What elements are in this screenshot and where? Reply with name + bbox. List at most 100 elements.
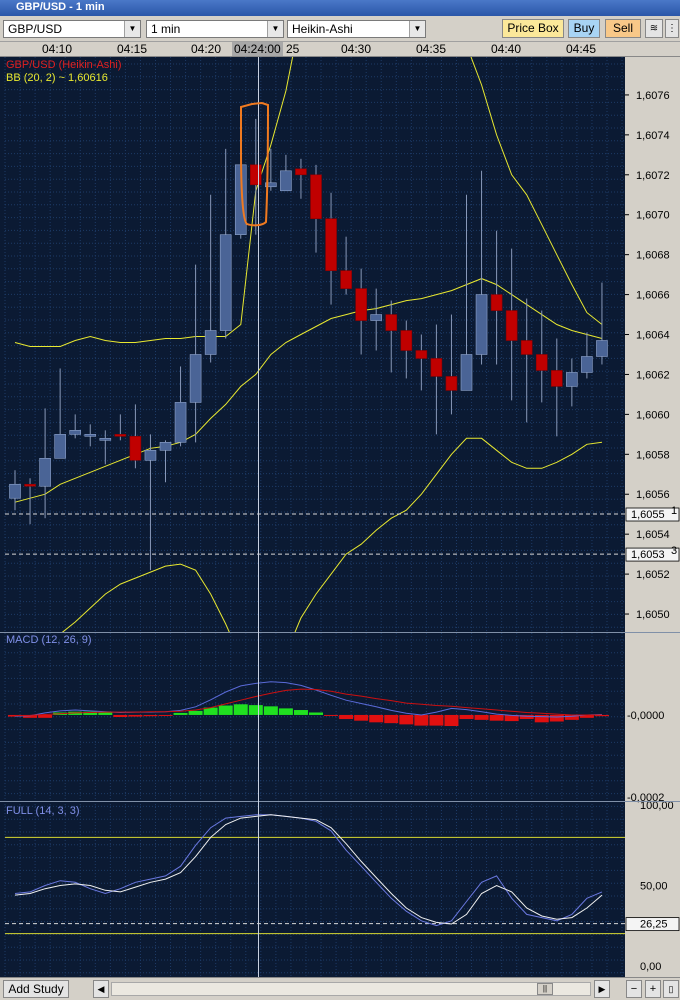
macd-histogram-bar — [113, 714, 128, 717]
grid — [4, 57, 625, 977]
macd-histogram-bar — [369, 714, 384, 723]
macd-histogram-bar — [128, 714, 143, 717]
time-label: 04:20 — [191, 42, 222, 56]
interval-select[interactable]: 1 min ▼ — [146, 20, 284, 38]
price-tick-label: 1,6072 — [636, 170, 670, 182]
bollinger-middle — [14, 278, 603, 503]
sell-button[interactable]: Sell — [605, 19, 641, 38]
macd-histogram-bar — [143, 714, 158, 717]
more-options-icon[interactable]: ⋮ — [665, 19, 679, 38]
macd-histogram-bar — [83, 711, 98, 715]
add-study-button[interactable]: Add Study — [3, 980, 69, 998]
price-marker-superscript: 1 — [671, 505, 677, 517]
price-box-button[interactable]: Price Box — [502, 19, 564, 38]
candle-body — [84, 434, 97, 437]
scroll-right-icon[interactable]: ▶ — [594, 980, 610, 998]
stochastic-tick-label: 0,00 — [640, 961, 661, 973]
candle-body — [280, 170, 292, 192]
macd-histogram-bar — [339, 714, 354, 720]
macd-histogram-bar — [354, 714, 369, 721]
candle-body — [114, 434, 127, 437]
chevron-down-icon[interactable]: ▼ — [267, 21, 283, 37]
time-label: 04:35 — [416, 42, 447, 56]
candle-body — [174, 402, 187, 443]
macd-histogram-bar — [474, 714, 489, 720]
candle-body — [24, 483, 36, 487]
chart-type-value: Heikin-Ashi — [292, 22, 353, 36]
macd-histogram-bar — [173, 712, 188, 715]
candle-body — [475, 294, 488, 355]
chart-type-select[interactable]: Heikin-Ashi ▼ — [287, 20, 426, 38]
macd-histogram-bar — [519, 714, 534, 720]
scrollbar-thumb[interactable]: || — [537, 983, 553, 995]
macd-histogram-bar — [233, 704, 248, 715]
macd-histogram-bar — [278, 708, 293, 715]
stochastic-tick-label: 50,00 — [640, 880, 668, 892]
price-tick-label: 1,6058 — [636, 449, 670, 461]
candle-body — [325, 218, 337, 271]
price-tick-label: 1,6064 — [636, 330, 670, 342]
candle-body — [355, 288, 367, 321]
time-axis: 04:10 04:15 04:20 04:24:00 25 04:30 04:3… — [0, 42, 680, 57]
bollinger-legend: BB (20, 2) ~ 1,60616 — [6, 72, 108, 84]
stochastic-d-line — [14, 814, 603, 925]
candle-body — [566, 372, 578, 387]
macd-histogram-bar — [459, 714, 474, 720]
macd-histogram-bar — [579, 714, 594, 718]
buy-button[interactable]: Buy — [568, 19, 600, 38]
window-title: GBP/USD - 1 min — [16, 1, 105, 13]
price-marker-box — [625, 507, 680, 522]
price-tick-label: 1,6056 — [636, 489, 670, 501]
macd-histogram-bar — [564, 714, 579, 720]
macd-histogram-bar — [309, 712, 323, 715]
chevron-down-icon[interactable]: ▼ — [124, 21, 140, 37]
candle-body — [445, 376, 458, 391]
zoom-in-icon[interactable]: + — [645, 980, 661, 998]
candle-body — [144, 450, 157, 461]
candle-body — [54, 434, 66, 459]
macd-histogram-bar — [218, 705, 233, 715]
candle-body — [295, 168, 307, 176]
macd-tick-label: -0,0000 — [627, 710, 664, 722]
window-title-bar: GBP/USD - 1 min — [0, 0, 680, 16]
macd-histogram-bar — [38, 714, 53, 718]
macd-histogram-bar — [188, 710, 203, 715]
scroll-left-icon[interactable]: ◀ — [93, 980, 109, 998]
macd-histogram-bar — [594, 714, 609, 717]
stochastic-panel-title: FULL (14, 3, 3) — [6, 805, 80, 817]
candle-body — [505, 310, 518, 341]
chart-area[interactable]: 1,6076 1,6074 1,6072 1,6070 1,6068 1,6066 1,60… — [0, 57, 680, 977]
candle-body — [129, 436, 142, 461]
time-label: 04:15 — [117, 42, 148, 56]
time-label: 04:30 — [341, 42, 372, 56]
candle-body — [430, 358, 443, 377]
symbol-select[interactable]: GBP/USD ▼ — [3, 20, 141, 38]
chevron-down-icon[interactable]: ▼ — [409, 21, 425, 37]
drawn-annotation[interactable] — [240, 101, 270, 227]
price-panel-title: GBP/USD (Heikin-Ashi) — [6, 59, 122, 71]
symbol-value: GBP/USD — [8, 22, 63, 36]
price-marker-box — [625, 547, 680, 562]
candle-body — [219, 234, 232, 331]
macd-histogram-bar — [414, 714, 429, 726]
price-tick-label: 1,6068 — [636, 250, 670, 262]
candle-body — [39, 458, 51, 487]
macd-histogram-bar — [504, 714, 519, 722]
bollinger-lower — [61, 437, 603, 632]
candle-body — [189, 354, 202, 403]
candle-body — [596, 340, 608, 357]
horizontal-scrollbar[interactable]: || — [111, 982, 591, 996]
macd-histogram-bar — [158, 714, 173, 716]
price-tick-label: 1,6052 — [636, 569, 670, 581]
stochastic-tick-label: 100,00 — [640, 800, 674, 812]
candle-body — [370, 314, 383, 321]
candle-body — [265, 182, 277, 188]
candle-body — [385, 314, 398, 331]
chart-settings-icon[interactable]: ≋ — [645, 19, 663, 38]
macd-histogram-bar — [98, 712, 113, 715]
candle-body — [581, 356, 593, 373]
zoom-out-icon[interactable]: − — [626, 980, 642, 998]
macd-histogram-bar — [384, 714, 399, 724]
candle-body — [9, 483, 21, 499]
fit-chart-icon[interactable]: ▯ — [663, 980, 679, 998]
